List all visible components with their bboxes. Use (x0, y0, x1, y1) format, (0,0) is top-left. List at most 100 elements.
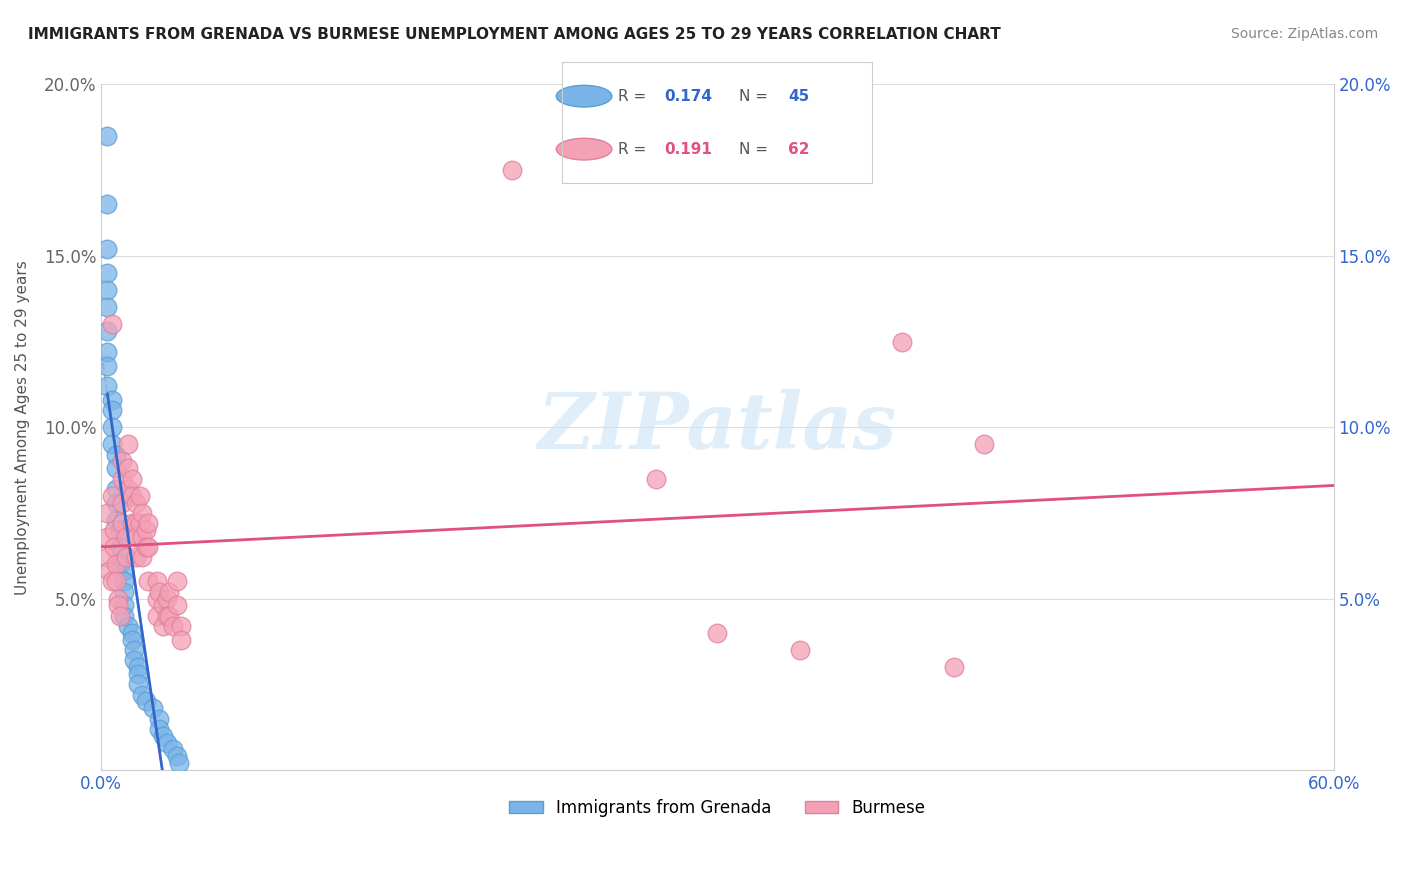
Point (501, 163, 523, 178)
Point (138, 540, 160, 554)
Point (135, 540, 157, 554)
Text: Source: ZipAtlas.com: Source: ZipAtlas.com (1230, 27, 1378, 41)
Text: N =: N = (738, 142, 772, 157)
Point (152, 619, 174, 633)
Point (112, 608, 135, 623)
Point (96, 300, 118, 314)
Text: R =: R = (619, 142, 651, 157)
Text: 62: 62 (789, 142, 810, 157)
Point (129, 516, 152, 531)
Point (145, 591, 167, 606)
Point (148, 722, 170, 736)
Point (706, 626, 728, 640)
Point (111, 495, 134, 509)
Point (100, 318, 122, 332)
Point (121, 472, 143, 486)
Point (156, 735, 179, 749)
Point (127, 660, 149, 674)
Text: IMMIGRANTS FROM GRENADA VS BURMESE UNEMPLOYMENT AMONG AGES 25 TO 29 YEARS CORREL: IMMIGRANTS FROM GRENADA VS BURMESE UNEMP… (28, 27, 1001, 42)
Point (100, 574, 122, 589)
Point (96, 324, 118, 338)
Point (96, 128, 118, 143)
Point (162, 619, 184, 633)
Point (166, 749, 188, 764)
Point (135, 523, 157, 537)
Text: N =: N = (738, 88, 772, 103)
Point (973, 437, 995, 451)
Circle shape (557, 138, 612, 160)
Point (156, 591, 179, 606)
Point (100, 437, 122, 451)
Point (96, 242, 118, 256)
Point (131, 688, 153, 702)
Point (157, 584, 180, 599)
Point (125, 550, 148, 565)
Point (111, 472, 134, 486)
Point (152, 599, 174, 613)
Point (125, 516, 148, 531)
Point (121, 626, 143, 640)
Point (111, 516, 134, 531)
Point (104, 482, 127, 496)
Point (122, 643, 145, 657)
Text: 0.191: 0.191 (665, 142, 713, 157)
Point (789, 643, 811, 657)
Point (644, 472, 666, 486)
Point (96, 550, 118, 565)
Point (108, 608, 131, 623)
Point (96, 379, 118, 393)
Point (942, 660, 965, 674)
Point (166, 599, 188, 613)
Point (145, 574, 167, 589)
Point (96, 283, 118, 297)
Point (152, 729, 174, 743)
Point (138, 516, 160, 531)
Point (104, 513, 127, 527)
Point (115, 550, 138, 565)
Point (112, 574, 135, 589)
Point (156, 608, 179, 623)
Point (129, 489, 152, 503)
Point (96, 344, 118, 359)
Point (96, 359, 118, 373)
Point (170, 619, 193, 633)
Point (108, 540, 131, 554)
Point (100, 489, 122, 503)
Point (115, 530, 138, 544)
Point (112, 584, 135, 599)
Point (131, 550, 153, 565)
Point (170, 632, 193, 647)
Point (98, 564, 121, 578)
Point (148, 584, 170, 599)
Point (891, 334, 914, 349)
Point (96, 266, 118, 280)
Point (117, 619, 139, 633)
Text: R =: R = (619, 88, 651, 103)
Point (100, 420, 122, 434)
Point (169, 756, 191, 771)
Point (131, 530, 153, 544)
Point (127, 667, 149, 681)
Point (121, 632, 143, 647)
Point (96, 506, 118, 520)
Text: 0.174: 0.174 (665, 88, 713, 103)
Point (103, 523, 125, 537)
Point (96, 530, 118, 544)
Point (104, 495, 127, 509)
Point (162, 742, 184, 756)
Point (148, 712, 170, 726)
Point (104, 448, 127, 462)
Point (108, 558, 131, 572)
Point (108, 523, 131, 537)
Point (121, 489, 143, 503)
Point (112, 564, 135, 578)
Circle shape (557, 86, 612, 107)
Point (145, 608, 167, 623)
Point (121, 516, 143, 531)
Point (104, 558, 127, 572)
Point (127, 677, 149, 691)
Point (166, 574, 188, 589)
Point (122, 653, 145, 667)
Point (117, 461, 139, 475)
Point (107, 599, 129, 613)
